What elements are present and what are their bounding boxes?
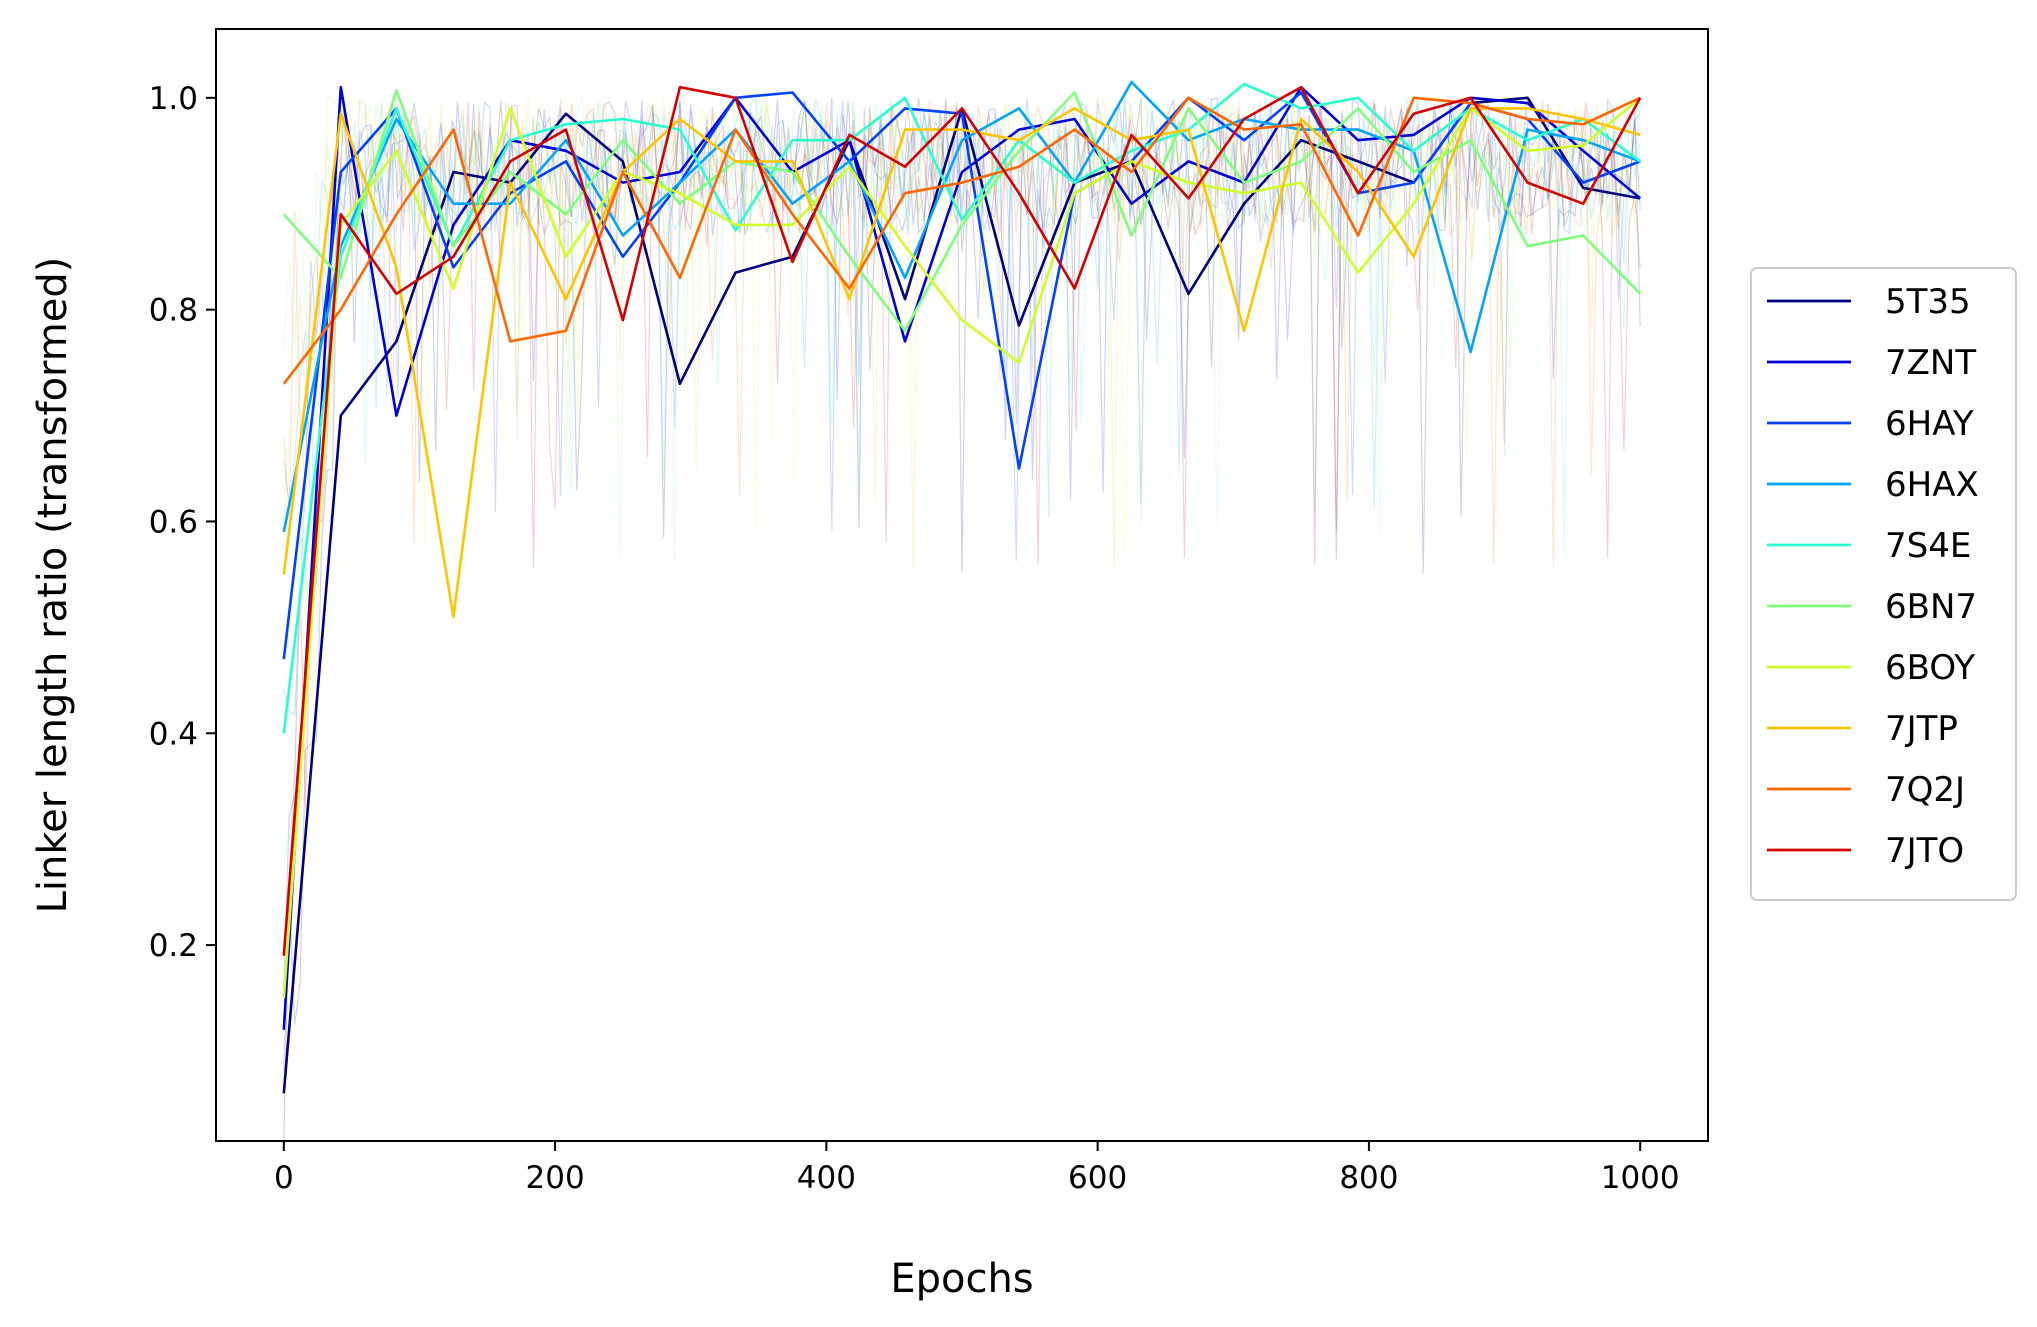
x-axis: 0 200 400 600 800 1000 <box>274 1141 1680 1196</box>
y-axis: 0.2 0.4 0.6 0.8 1.0 <box>149 81 216 964</box>
series-line-7jto <box>282 85 1642 956</box>
legend-label-7znt: 7ZNT <box>1885 343 1976 383</box>
x-tick-label: 800 <box>1339 1160 1398 1196</box>
legend-box <box>1750 267 2017 901</box>
x-axis-title: Epochs <box>890 1256 1033 1302</box>
y-tick-label: 0.2 <box>149 928 198 964</box>
series-line-7jtp <box>282 107 1641 619</box>
legend-label-6hax: 6HAX <box>1885 465 1979 505</box>
x-tick-label: 1000 <box>1601 1160 1680 1196</box>
legend-label-6bn7: 6BN7 <box>1885 587 1977 627</box>
y-axis-title: Linker length ratio (transformed) <box>30 257 76 914</box>
plot-frame <box>215 28 1709 1142</box>
raw-trace-7znt <box>283 97 1641 988</box>
legend-label-7jtp: 7JTP <box>1885 709 1958 749</box>
series-line-6boy <box>282 96 1642 999</box>
x-tick-label: 400 <box>797 1160 856 1196</box>
series-lines <box>282 80 1642 1094</box>
y-tick-label: 1.0 <box>149 81 198 117</box>
y-tick-label: 0.6 <box>149 504 198 540</box>
x-tick-label: 200 <box>526 1160 585 1196</box>
x-tick-label: 600 <box>1068 1160 1127 1196</box>
series-line-7s4e <box>282 82 1641 734</box>
legend-label-7jto: 7JTO <box>1885 831 1964 871</box>
legend-label-6hay: 6HAY <box>1885 404 1974 444</box>
series-line-7q2j <box>282 96 1641 385</box>
series-line-6bn7 <box>282 89 1642 333</box>
legend-label-7q2j: 7Q2J <box>1885 770 1965 810</box>
y-tick-label: 0.4 <box>149 716 198 752</box>
legend-label-6boy: 6BOY <box>1885 648 1975 688</box>
legend: 5T35 7ZNT 6HAY 6HAX 7S4E 6BN7 6BOY 7JTP 7Q2J 7JTO <box>1750 267 2017 901</box>
y-tick-label: 0.8 <box>149 293 198 329</box>
raw-trace-7jtp <box>283 97 1641 568</box>
x-tick-label: 0 <box>274 1160 294 1196</box>
legend-label-5t35: 5T35 <box>1885 282 1971 322</box>
legend-label-7s4e: 7S4E <box>1885 526 1971 566</box>
series-line-6hay <box>282 91 1641 660</box>
